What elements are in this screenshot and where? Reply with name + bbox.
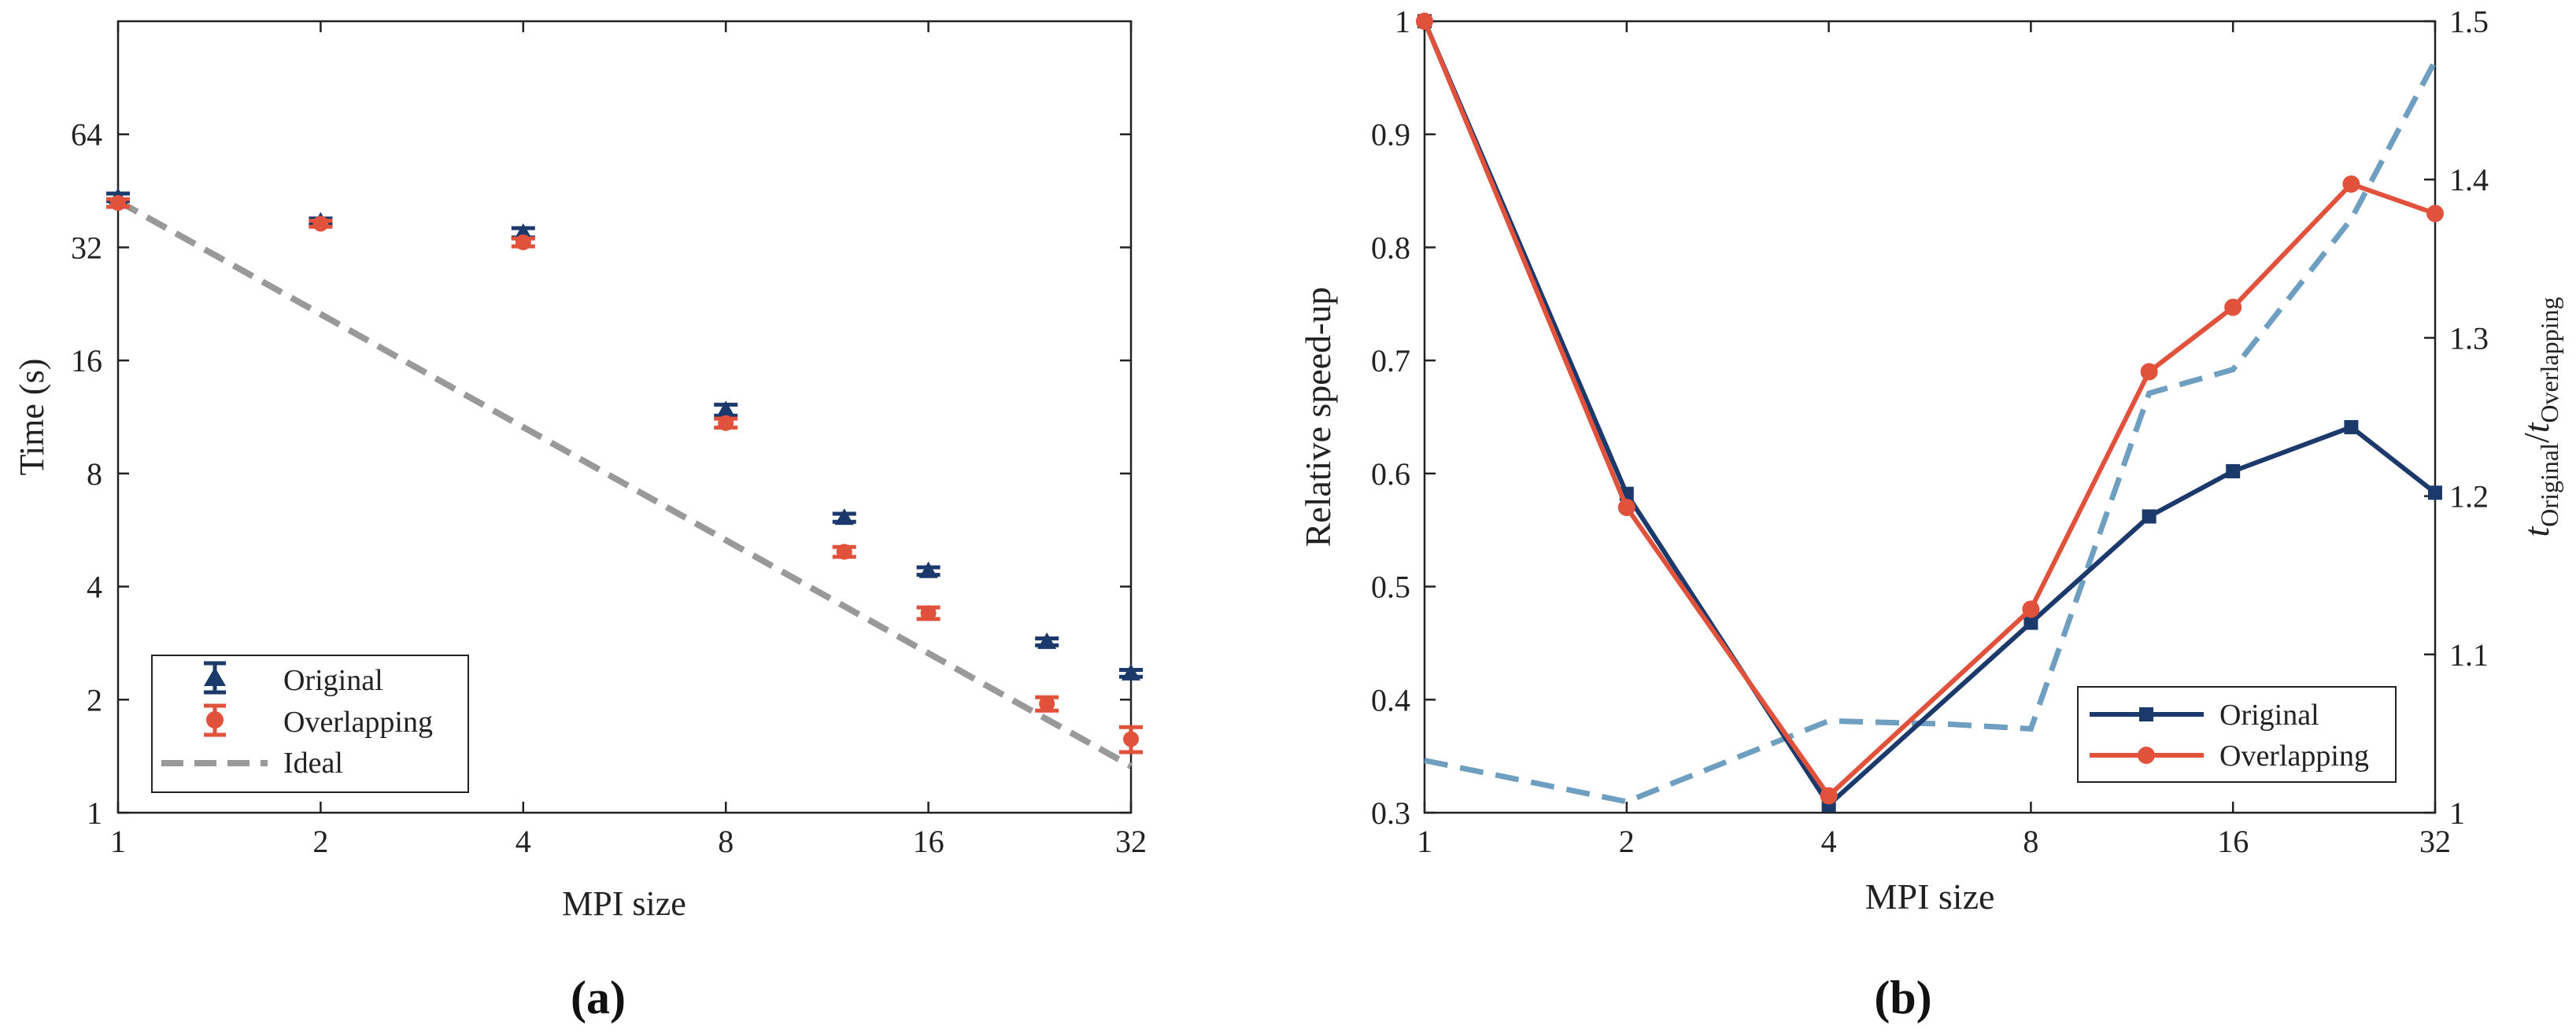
chart-a-original-point	[1037, 632, 1057, 649]
chart-a-ytick-label: 64	[71, 117, 102, 153]
chart-b-overlapping-point	[1416, 13, 1433, 30]
y2label-t1: t	[2516, 526, 2556, 537]
chart-a-ytick-label: 4	[87, 570, 102, 605]
chart-a-original-point	[918, 561, 938, 578]
chart-b-legend-original-label: Original	[2219, 699, 2319, 732]
chart-a-original-point	[834, 508, 854, 526]
chart-a-legend-overlapping-label: Overlapping	[283, 706, 433, 739]
chart-b-xtick-label: 1	[1417, 824, 1432, 859]
chart-b-ratio-line	[1424, 59, 2438, 805]
chart-b-ytick-label: 0.7	[1371, 343, 1410, 378]
chart-a-xtick-label: 32	[1115, 824, 1147, 859]
chart-b-original-point	[2344, 419, 2359, 434]
chart-b-overlapping-point	[2426, 205, 2444, 223]
chart-b-legend-overlapping-marker	[2138, 747, 2155, 764]
chart-a-overlapping-point	[1123, 731, 1139, 747]
chart-b-xtick-label: 4	[1821, 824, 1837, 859]
chart-a-legend: Original Overlapping Ideal	[151, 655, 469, 793]
chart-b-overlapping-point	[2140, 363, 2158, 381]
chart-b-legend-original-marker	[2139, 707, 2153, 721]
chart-b-overlapping-point	[2022, 600, 2040, 618]
chart-a-ytick-label: 16	[71, 343, 102, 378]
chart-b-overlapping-line	[1422, 20, 2436, 799]
chart-a-original-point	[1122, 663, 1140, 681]
chart-b-ytick-label: 0.5	[1371, 570, 1410, 605]
chart-b-y2tick-label: 1.1	[2449, 637, 2489, 673]
chart-b-y2tick-label: 1.2	[2449, 479, 2489, 515]
chart-a-overlapping-point	[515, 234, 531, 251]
chart-b-ytick-label: 0.4	[1371, 682, 1410, 718]
chart-a-xlabel: MPI size	[562, 884, 686, 923]
chart-a-overlapping-point	[312, 216, 329, 232]
chart-b-xtick-label: 32	[2419, 824, 2451, 859]
chart-b-overlapping-point	[2224, 298, 2242, 316]
chart-a-xtick-label: 16	[913, 824, 944, 859]
chart-b-xtick-label: 8	[2023, 824, 2038, 859]
y2label-sub2: Overlapping	[2535, 297, 2563, 423]
chart-a-ylabel: Time (s)	[13, 359, 51, 476]
chart-b-ytick-label: 1	[1395, 4, 1410, 39]
chart-b-y2tick-label: 1.3	[2449, 320, 2489, 356]
chart-a-xtick-label: 8	[718, 824, 734, 859]
y2label-t2: t	[2516, 422, 2556, 433]
chart-a-ideal-line	[116, 198, 1133, 769]
chart-b-overlapping-point	[1820, 787, 1838, 805]
chart-b-ticks: 1 2 4 8 16 32 0.3 0.4 0.5 0.6 0.7 0.8 0.9 1 1 1.1 1.2 1.3…	[1371, 4, 2489, 859]
chart-b-original-point	[2428, 485, 2442, 500]
chart-a-xtick-label: 2	[312, 824, 328, 859]
y2label-slash: /	[2516, 433, 2556, 443]
chart-a-legend-original-marker	[204, 661, 226, 695]
chart-a-original-point	[716, 400, 736, 418]
y2label-sub1: Original	[2535, 443, 2563, 527]
chart-b-original-point	[2142, 509, 2157, 524]
chart-a-ytick-label: 1	[87, 795, 102, 831]
chart-b-legend: Original Overlapping	[2077, 686, 2397, 783]
chart-a: 1 2 4 8 16 32 1 2 4 8 16 32 64 Original Overlapping …	[13, 20, 1147, 1024]
chart-a-ytick-label: 8	[87, 456, 102, 492]
chart-b-xtick-label: 2	[1619, 824, 1635, 859]
chart-b-legend-overlapping-label: Overlapping	[2219, 740, 2369, 773]
chart-b-ytick-label: 0.6	[1371, 456, 1410, 492]
chart-b-overlapping-point	[1617, 498, 1635, 516]
chart-b-overlapping-point	[2342, 175, 2360, 193]
chart-a-ytick-label: 32	[71, 230, 102, 265]
chart-a-ytick-label: 2	[87, 682, 102, 718]
chart-b-ylabel: Relative speed-up	[1298, 287, 1338, 548]
chart-a-plot-frame	[116, 20, 1133, 814]
chart-b-legend-box	[2077, 686, 2397, 783]
chart-a-legend-ideal-label: Ideal	[283, 747, 343, 780]
panel-a-label: (a)	[571, 972, 626, 1024]
chart-b-ytick-label: 0.3	[1371, 795, 1410, 831]
chart-b-plot-frame	[1423, 20, 2437, 814]
chart-a-marks	[106, 187, 1143, 769]
chart-b-marks	[1416, 13, 2444, 812]
chart-a-overlapping-point	[920, 605, 937, 622]
chart-a-xtick-label: 4	[516, 824, 531, 859]
chart-a-legend-overlapping-marker	[204, 703, 226, 737]
chart-a-overlapping-point	[718, 415, 734, 431]
chart-b-y2label: tOriginal/tOverlapping	[2516, 297, 2563, 537]
chart-b-original-point	[2023, 615, 2038, 630]
chart-a-overlapping-point	[1039, 695, 1055, 712]
chart-b-ytick-label: 0.8	[1371, 230, 1410, 265]
chart-b-y2tick-label: 1.5	[2449, 4, 2489, 39]
chart-b-original-point	[2226, 463, 2241, 478]
panel-b-label: (b)	[1874, 972, 1931, 1024]
chart-a-legend-box	[151, 655, 469, 793]
chart-b-original-line	[1422, 20, 2437, 809]
chart-b-y2tick-label: 1	[2449, 795, 2465, 831]
chart-a-legend-original-label: Original	[283, 664, 383, 697]
chart-b: 1 2 4 8 16 32 0.3 0.4 0.5 0.6 0.7 0.8 0.9 1 1 1.1 1.2 1.3…	[1298, 4, 2563, 1024]
chart-b-ytick-label: 0.9	[1371, 117, 1410, 153]
chart-b-xlabel: MPI size	[1865, 876, 1995, 917]
chart-a-overlapping-point	[836, 544, 852, 560]
chart-a-original-point	[513, 223, 533, 240]
chart-b-xtick-label: 16	[2217, 824, 2249, 859]
chart-b-y2tick-label: 1.4	[2449, 162, 2489, 197]
chart-a-overlapping-point	[110, 195, 126, 212]
chart-a-xtick-label: 1	[110, 824, 126, 859]
chart-a-ticks: 1 2 4 8 16 32 1 2 4 8 16 32 64	[71, 21, 1147, 859]
